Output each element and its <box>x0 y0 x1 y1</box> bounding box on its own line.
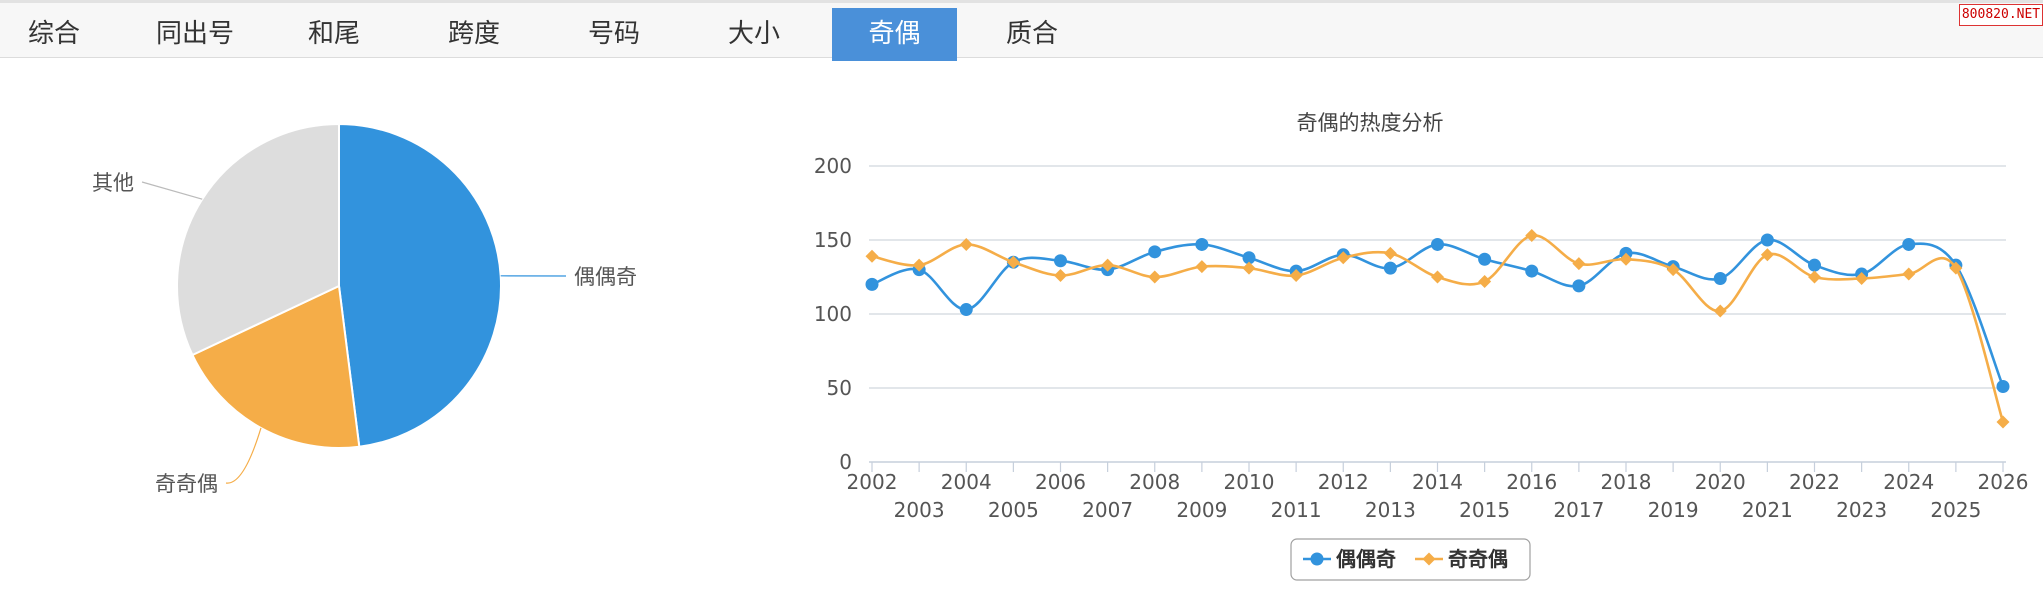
data-point <box>1336 251 1350 265</box>
data-point <box>1572 279 1586 293</box>
pie-slice <box>338 122 502 448</box>
tab-prime-composite[interactable]: 质合 <box>1005 19 1058 49</box>
data-point <box>1902 237 1916 251</box>
x-tick-label: 2022 <box>1789 470 1840 494</box>
tab-bar: 综合 同出号 和尾 跨度 号码 大小 奇偶 质合 <box>0 0 2043 61</box>
data-point <box>1289 269 1303 283</box>
x-tick-label: 2002 <box>847 470 898 494</box>
data-point <box>865 249 879 263</box>
legend-box <box>1290 538 1531 581</box>
y-tick-label: 50 <box>827 376 852 400</box>
x-tick-label: 2021 <box>1742 498 1793 522</box>
y-tick-label: 100 <box>814 302 852 326</box>
x-tick-label: 2008 <box>1129 470 1180 494</box>
data-point <box>1431 237 1444 251</box>
data-point <box>1478 252 1492 266</box>
data-point <box>959 303 973 317</box>
data-point <box>1195 237 1209 251</box>
x-tick-label: 2013 <box>1365 498 1416 522</box>
tab-size[interactable]: 大小 <box>727 19 780 49</box>
data-point <box>1195 260 1209 274</box>
x-tick-label: 2026 <box>1978 470 2029 494</box>
data-point <box>1996 380 2010 394</box>
x-tick-label: 2006 <box>1035 470 1086 494</box>
tab-number[interactable]: 号码 <box>587 19 640 49</box>
series-line <box>871 238 2005 387</box>
legend-label: 偶偶奇 <box>1336 547 1396 571</box>
data-point <box>1242 261 1256 275</box>
tab-comprehensive[interactable]: 综合 <box>27 19 80 49</box>
data-point <box>1996 415 2010 429</box>
x-tick-label: 2003 <box>894 498 945 522</box>
x-tick-label: 2016 <box>1506 470 1557 494</box>
data-point <box>1101 258 1115 272</box>
tab-same-numbers[interactable]: 同出号 <box>155 19 234 49</box>
line-chart: 奇偶的热度分析 0 50 100 150 200 2002 2003 2004 2005 2006 2… <box>814 111 2029 581</box>
data-point <box>1572 257 1586 271</box>
pie-slice-label: 奇奇偶 <box>155 472 218 496</box>
x-tick-label: 2024 <box>1883 470 1934 494</box>
data-point <box>1006 255 1020 269</box>
data-point <box>959 237 973 251</box>
x-tick-label: 2017 <box>1553 498 1604 522</box>
tab-odd-even[interactable]: 奇偶 <box>832 8 957 61</box>
data-point <box>912 258 926 272</box>
x-tick-label: 2011 <box>1271 498 1322 522</box>
x-tick-label: 2012 <box>1318 470 1369 494</box>
data-point <box>1148 245 1162 259</box>
pie-label-connector <box>141 181 203 200</box>
x-tick-label: 2014 <box>1412 470 1463 494</box>
x-tick-label: 2023 <box>1836 498 1887 522</box>
data-point <box>865 277 879 291</box>
tab-span[interactable]: 跨度 <box>447 19 500 49</box>
data-point <box>1383 261 1397 275</box>
data-point <box>1148 270 1162 284</box>
x-tick-label: 2019 <box>1648 498 1699 522</box>
data-point <box>1431 270 1444 284</box>
pie-slice-label: 偶偶奇 <box>574 265 637 289</box>
data-point <box>1902 267 1916 281</box>
pie-slice <box>176 122 340 357</box>
data-point <box>1383 246 1397 260</box>
data-point <box>1666 263 1680 277</box>
legend-marker <box>1422 552 1436 566</box>
data-point <box>1525 229 1539 243</box>
chart-title: 奇偶的热度分析 <box>1297 111 1444 135</box>
data-point <box>1713 304 1727 318</box>
y-tick-label: 200 <box>814 154 852 178</box>
x-tick-label: 2015 <box>1459 498 1510 522</box>
data-point <box>1242 251 1256 265</box>
data-point <box>1054 269 1067 283</box>
site-watermark: 800820.NET <box>1959 4 2043 26</box>
data-point <box>1713 271 1727 285</box>
data-point <box>1760 248 1774 262</box>
data-point <box>1949 261 1963 275</box>
x-tick-label: 2010 <box>1224 470 1275 494</box>
data-point <box>1478 274 1492 288</box>
data-point <box>1619 252 1633 266</box>
x-tick-label: 2018 <box>1601 470 1652 494</box>
pie-label-connector <box>225 427 262 484</box>
data-point <box>1760 233 1774 247</box>
series-line <box>871 234 2005 423</box>
x-tick-label: 2007 <box>1082 498 1133 522</box>
tab-sum-tail[interactable]: 和尾 <box>307 19 360 49</box>
y-tick-label: 150 <box>814 228 852 252</box>
data-point <box>1808 258 1821 272</box>
x-tick-label: 2004 <box>941 470 992 494</box>
x-tick-label: 2025 <box>1930 498 1981 522</box>
data-point <box>1525 264 1539 278</box>
pie-slice-label: 其他 <box>92 171 134 195</box>
x-tick-label: 2009 <box>1176 498 1227 522</box>
legend: 偶偶奇 奇奇偶 <box>1290 538 1531 581</box>
legend-marker <box>1310 552 1324 566</box>
legend-label: 奇奇偶 <box>1448 547 1508 571</box>
y-tick-label: 0 <box>839 450 852 474</box>
x-tick-label: 2005 <box>988 498 1039 522</box>
data-point <box>1054 254 1067 268</box>
x-tick-label: 2020 <box>1695 470 1746 494</box>
data-point <box>1808 270 1821 284</box>
data-point <box>1855 271 1869 285</box>
